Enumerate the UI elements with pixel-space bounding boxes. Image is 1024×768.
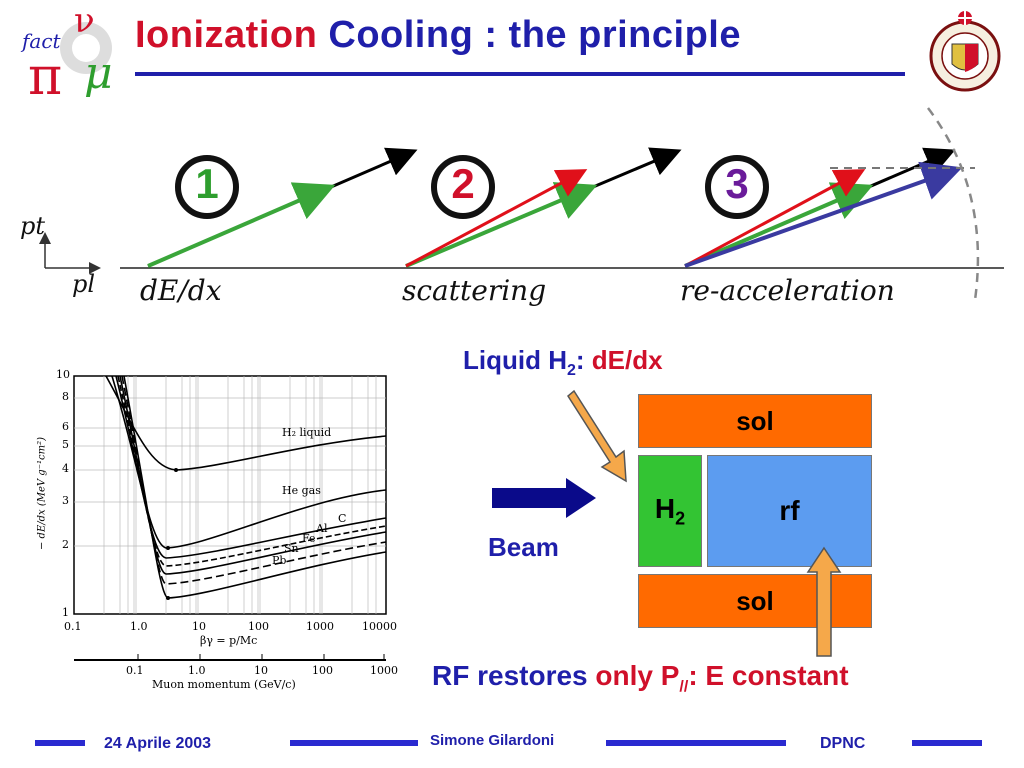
svg-text:π: π	[28, 47, 62, 102]
sol-top-box: sol	[638, 394, 872, 448]
svg-text:μ: μ	[84, 48, 113, 99]
title-underline	[135, 72, 905, 76]
x-tick: 0.1	[64, 620, 82, 633]
step-1-label: dE/dx	[140, 274, 222, 307]
footer-rule	[290, 740, 418, 746]
title-cooling: Cooling : the principle	[328, 14, 741, 56]
curve-label: Fe	[302, 532, 316, 545]
rf-note: RF restores only P//: E constant	[432, 660, 849, 696]
y-tick: 8	[62, 390, 69, 403]
y-tick: 6	[62, 420, 69, 433]
step-3-label: re-acceleration	[680, 274, 895, 307]
y-tick: 1	[62, 606, 69, 619]
x-tick: 10	[254, 664, 268, 677]
beam-arrow	[492, 478, 596, 518]
x-tick: 10000	[362, 620, 397, 633]
sol-bottom-box: sol	[638, 574, 872, 628]
plot-ylabel: − dE/dx (MeV g⁻¹cm²)	[36, 437, 48, 550]
svg-text:ν: ν	[74, 2, 95, 41]
footer-rule	[912, 740, 982, 746]
title-ionization: Ionization	[135, 14, 318, 56]
y-tick: 4	[62, 462, 69, 475]
step-1-number: 1	[195, 160, 219, 207]
step-2-label: scattering	[402, 274, 547, 307]
curve-label: Sn	[284, 542, 299, 555]
y-tick: 2	[62, 538, 69, 551]
x-tick: 1.0	[188, 664, 206, 677]
sol-top-label: sol	[736, 405, 774, 436]
pl-label: pl	[72, 270, 96, 298]
footer-date: 24 Aprile 2003	[104, 735, 212, 752]
page-title: Ionization Cooling : the principle	[135, 14, 741, 57]
pt-label: pt	[20, 212, 46, 240]
y-tick: 10	[56, 368, 70, 381]
h2-label: H2	[654, 492, 686, 529]
y-tick: 3	[62, 494, 69, 507]
x-tick: 0.1	[126, 664, 144, 677]
curve-label: H₂ liquid	[282, 426, 332, 439]
step-3-number: 3	[725, 160, 749, 207]
fact-logo-text: fact	[20, 29, 62, 53]
fact-logo: fact ν π μ	[18, 1, 130, 107]
x-tick: 100	[312, 664, 333, 677]
h2-absorber-box: H2	[638, 455, 702, 567]
footer-rule	[606, 740, 786, 746]
rf-pointer-arrow	[806, 546, 842, 657]
curve-label: C	[338, 512, 347, 525]
x-tick: 1000	[306, 620, 334, 633]
university-seal-logo	[928, 6, 1002, 98]
beam-label: Beam	[488, 532, 559, 562]
step-2-number: 2	[451, 160, 475, 207]
liquid-pointer-arrow	[567, 389, 627, 483]
curve-label: Al	[316, 522, 328, 535]
sol-bottom-label: sol	[736, 585, 774, 616]
footer-rule	[35, 740, 85, 746]
footer-author: Simone Gilardoni	[430, 732, 555, 749]
y-tick: 5	[62, 438, 69, 451]
plot-xlabel-bottom: Muon momentum (GeV/c)	[152, 678, 296, 691]
plot-xlabel-top: βγ = p/Mc	[200, 634, 258, 647]
cooling-principle-diagram: 1 2 3 pt pl dE/dx scattering re-accelera…	[0, 90, 1024, 330]
x-tick: 1.0	[130, 620, 148, 633]
rf-cavity-box: rf	[707, 455, 872, 567]
dedx-plot: 10 8 6 5 4 3 2 1 − dE/dx (MeV g⁻¹cm²) 0.…	[36, 360, 410, 700]
curve-label: He gas	[282, 484, 321, 497]
footer-institute: DPNC	[820, 735, 866, 752]
x-tick: 10	[192, 620, 206, 633]
curve-label: Pb	[272, 554, 287, 567]
rf-label: rf	[779, 495, 800, 526]
liquid-h2-label: Liquid H2: dE/dx	[463, 345, 663, 380]
x-tick: 1000	[370, 664, 398, 677]
x-tick: 100	[248, 620, 269, 633]
